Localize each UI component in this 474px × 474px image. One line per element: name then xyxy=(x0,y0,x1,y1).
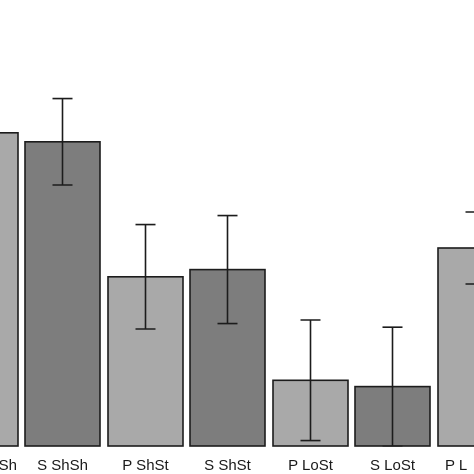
error-bar-s-shsh xyxy=(52,97,73,186)
bar-s-shsh xyxy=(24,141,101,447)
error-bar-s-lost xyxy=(382,326,403,447)
tick-label-p-losh: P L xyxy=(445,457,467,474)
error-bar-s-shst xyxy=(217,214,238,325)
error-bars-layer xyxy=(52,97,474,447)
bar-p-shsh xyxy=(0,132,19,447)
tick-label-s-shsh: S ShSh xyxy=(37,457,88,474)
error-bar-p-losh xyxy=(465,211,474,285)
tick-label-s-lost: S LoSt xyxy=(370,457,416,474)
bars-layer xyxy=(0,132,474,447)
error-bar-p-lost xyxy=(300,319,321,442)
tick-label-p-lost: P LoSt xyxy=(288,457,334,474)
tick-label-p-shst: P ShSt xyxy=(122,457,169,474)
bar-p-losh xyxy=(437,247,474,447)
tick-label-p-shsh: Sh xyxy=(0,457,17,474)
tick-label-s-shst: S ShSt xyxy=(204,457,252,474)
tick-labels-layer: Sh S ShSh P ShSt S ShSt P LoSt S LoSt P L xyxy=(0,457,467,474)
error-bar-p-shst xyxy=(135,223,156,330)
